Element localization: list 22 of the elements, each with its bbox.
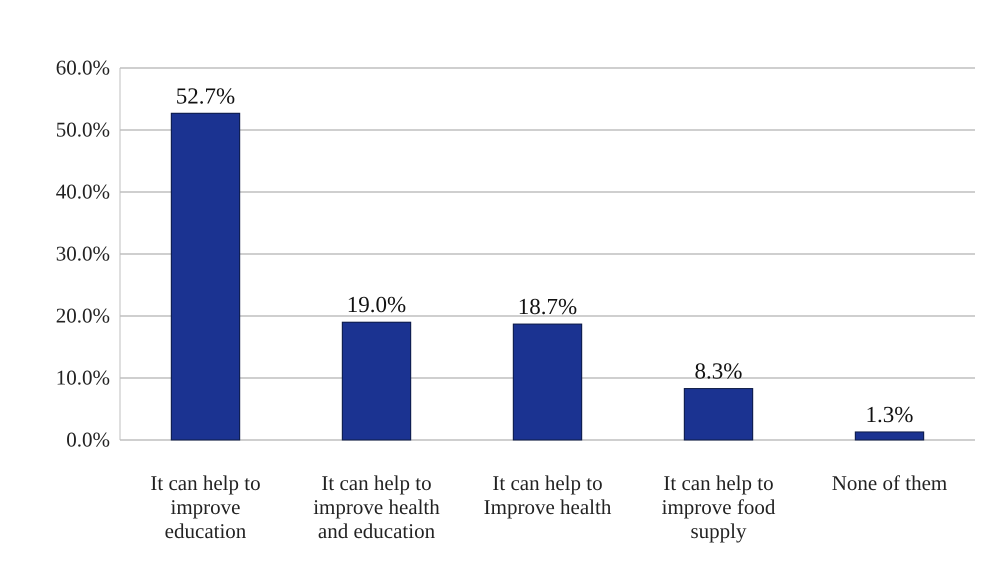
y-tick-label: 20.0% [56, 304, 110, 328]
bar [512, 324, 582, 440]
bar [170, 112, 240, 440]
bar [342, 322, 412, 440]
y-tick-label: 40.0% [56, 180, 110, 204]
y-tick-label: 10.0% [56, 366, 110, 390]
bar [854, 431, 924, 440]
y-tick-label: 0.0% [66, 428, 110, 452]
y-tick-label: 30.0% [56, 242, 110, 266]
x-tick-label: It can help to improve health and education [313, 471, 440, 543]
data-label: 1.3% [866, 402, 914, 427]
x-tick-label: It can help to improve education [150, 471, 261, 543]
x-tick-label: It can help to Improve health [484, 471, 612, 519]
data-label: 19.0% [346, 292, 406, 318]
data-label: 52.7% [176, 83, 236, 108]
y-tick-label: 60.0% [56, 56, 110, 80]
x-tick-label: It can help to improve food supply [662, 471, 776, 543]
x-tick-label: None of them [832, 471, 948, 495]
data-label: 8.3% [694, 358, 742, 384]
bar [684, 388, 754, 440]
y-tick-label: 50.0% [56, 118, 110, 142]
data-label: 18.7% [518, 294, 578, 320]
